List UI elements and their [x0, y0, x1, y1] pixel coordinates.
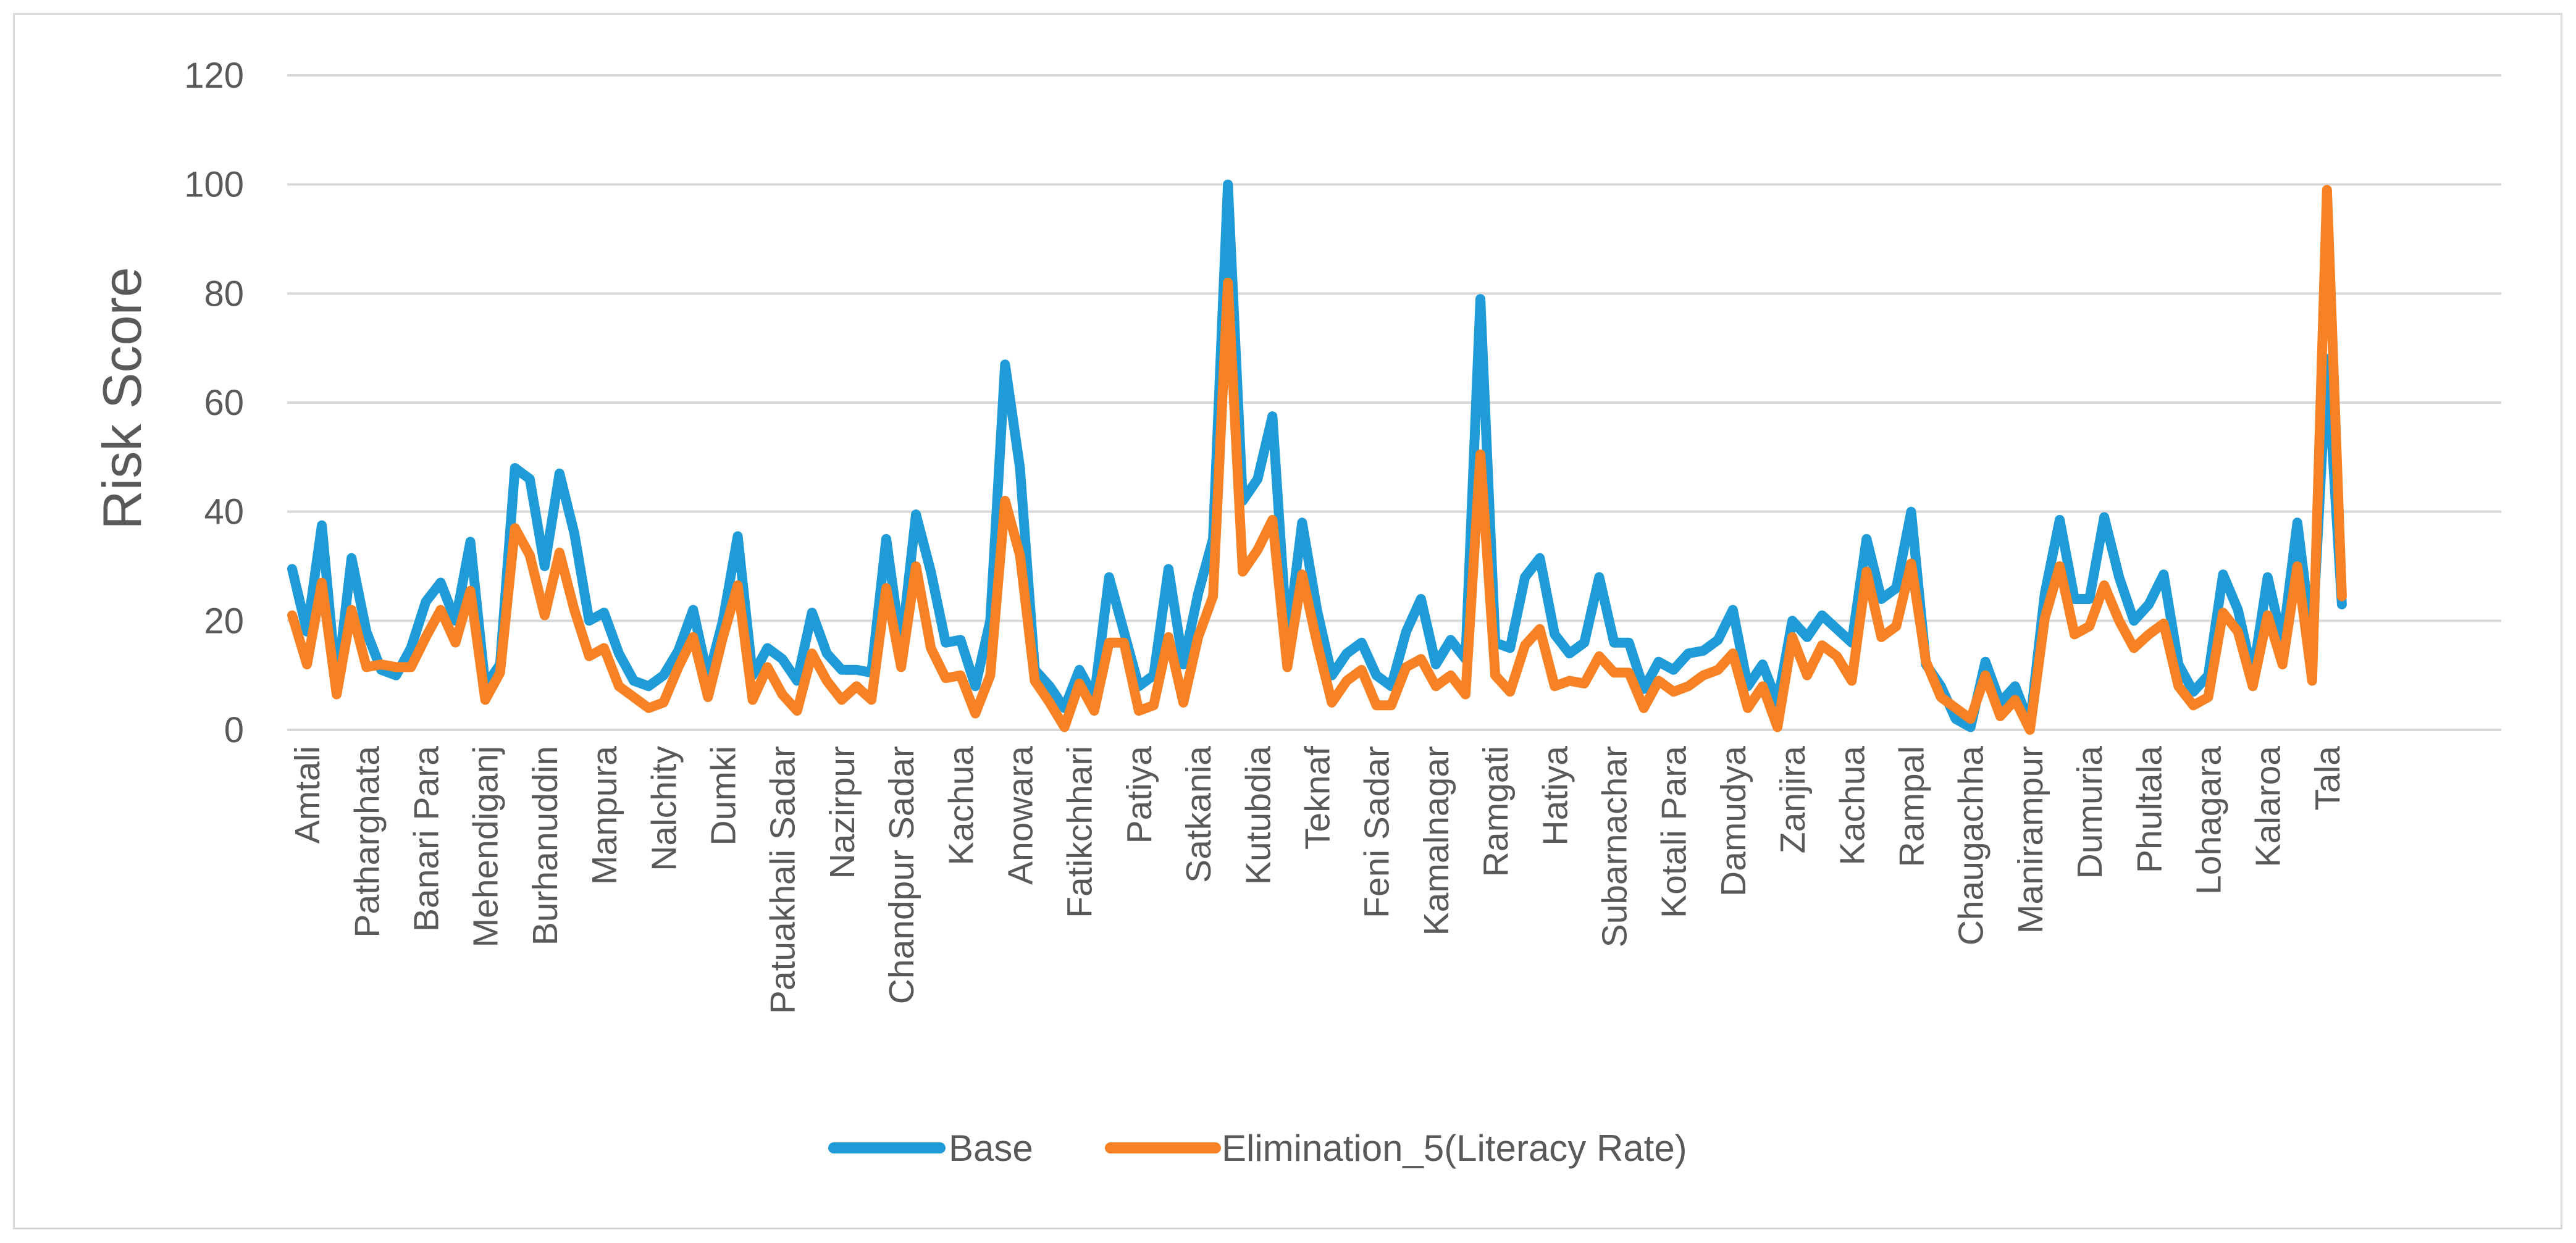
- series-line-elimination: [287, 185, 2347, 735]
- y-tick-label: 100: [184, 165, 244, 205]
- y-axis-tick-labels: 0 20 40 60 80 100 120: [184, 56, 244, 750]
- legend-label-elimination: Elimination_5(Literacy Rate): [1222, 1128, 1687, 1169]
- y-tick-label: 60: [204, 383, 244, 423]
- x-axis-tick-labels: Amtali Patharghata Banari Para Mehendiganj B…: [288, 746, 2347, 1015]
- x-tick-label: Lohagara: [2189, 746, 2229, 895]
- x-tick-label: Hatiya: [1535, 746, 1575, 846]
- x-tick-label: Patharghata: [347, 746, 387, 938]
- x-tick-label: Teknaf: [1298, 746, 1337, 850]
- x-tick-label: Burhanuddin: [526, 746, 565, 945]
- x-tick-label: Feni Sadar: [1357, 746, 1397, 918]
- x-tick-label: Fatikchhari: [1060, 746, 1100, 918]
- x-tick-label: Dumuria: [2070, 746, 2110, 879]
- y-tick-label: 80: [204, 274, 244, 314]
- x-tick-label: Phultala: [2129, 746, 2169, 873]
- x-tick-label: Zanjira: [1773, 746, 1813, 854]
- x-tick-label: Banari Para: [407, 746, 447, 932]
- x-tick-label: Kachua: [941, 746, 981, 866]
- x-tick-label: Dumki: [704, 746, 744, 846]
- x-tick-label: Kamalnagar: [1417, 746, 1456, 935]
- x-tick-label: Ramgati: [1476, 746, 1516, 877]
- x-tick-label: Rampal: [1892, 746, 1932, 867]
- x-tick-label: Amtali: [288, 746, 327, 843]
- x-tick-label: Damudya: [1714, 746, 1753, 897]
- x-tick-label: Manpura: [585, 746, 624, 885]
- x-tick-label: Satkania: [1179, 746, 1219, 883]
- x-tick-label: Kutubdia: [1238, 746, 1278, 885]
- x-tick-label: Patiya: [1120, 746, 1159, 844]
- x-tick-label: Manirampur: [2011, 746, 2050, 934]
- legend: Base Elimination_5(Literacy Rate): [828, 1128, 1687, 1169]
- x-tick-label: Chaugachha: [1952, 746, 1991, 946]
- x-tick-label: Kachua: [1832, 746, 1872, 866]
- x-tick-label: Mehendiganj: [466, 746, 506, 947]
- x-tick-label: Patuakhali Sadar: [763, 746, 803, 1014]
- x-tick-label: Kotali Para: [1655, 746, 1694, 918]
- y-axis-title: Risk Score: [91, 267, 153, 529]
- x-tick-label: Anowara: [1001, 746, 1041, 885]
- y-tick-label: 40: [204, 492, 244, 532]
- x-tick-label: Tala: [2308, 746, 2347, 811]
- y-tick-label: 20: [204, 601, 244, 641]
- legend-label-base: Base: [949, 1128, 1033, 1169]
- x-tick-label: Chandpur Sadar: [882, 746, 921, 1004]
- series-lines: [287, 179, 2347, 735]
- x-tick-label: Kalaroa: [2249, 746, 2288, 868]
- y-tick-label: 120: [184, 56, 244, 96]
- x-tick-label: Subarnachar: [1595, 746, 1635, 947]
- x-tick-label: Nazirpur: [823, 746, 862, 879]
- y-tick-label: 0: [224, 710, 244, 750]
- x-tick-label: Nalchity: [644, 746, 684, 871]
